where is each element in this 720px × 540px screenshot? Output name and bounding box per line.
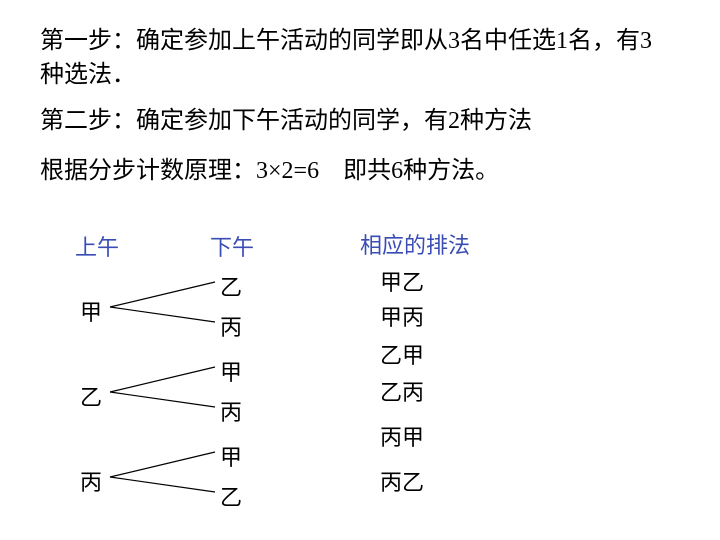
tree-leaf: 丙	[220, 395, 242, 427]
tree-root: 乙	[80, 380, 102, 412]
header-morning: 上午	[75, 230, 119, 262]
header-afternoon: 下午	[210, 230, 254, 262]
tree-leaf: 甲	[220, 440, 242, 472]
result-item: 乙甲	[380, 338, 424, 370]
tree-leaf: 丙	[220, 310, 242, 342]
conclusion-text: 根据分步计数原理：3×2=6 即共6种方法。	[40, 155, 680, 189]
step2-text: 第二步：确定参加下午活动的同学，有2种方法	[40, 105, 680, 139]
result-item: 乙丙	[380, 375, 424, 407]
result-item: 丙乙	[380, 465, 424, 497]
tree-leaf: 乙	[220, 270, 242, 302]
result-item: 甲丙	[380, 300, 424, 332]
header-result: 相应的排法	[360, 228, 470, 260]
tree-leaf: 乙	[220, 480, 242, 512]
result-item: 丙甲	[380, 420, 424, 452]
tree-root: 丙	[80, 465, 102, 497]
step1-text: 第一步：确定参加上午活动的同学即从3名中任选1名，有3种选法．	[40, 25, 660, 92]
tree-leaf: 甲	[220, 355, 242, 387]
result-item: 甲乙	[380, 265, 424, 297]
tree-root: 甲	[80, 295, 102, 327]
